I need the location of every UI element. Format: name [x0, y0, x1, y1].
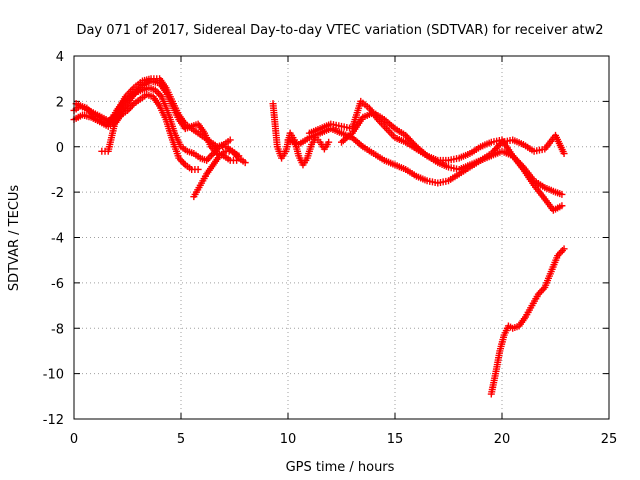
- data-point: [558, 247, 566, 255]
- data-point: [560, 245, 568, 253]
- x-tick-label: 25: [601, 432, 618, 447]
- chart-title: Day 071 of 2017, Sidereal Day-to-day VTE…: [76, 23, 603, 38]
- grid: [74, 56, 609, 419]
- series-track-3: [72, 75, 234, 151]
- data-point: [325, 138, 333, 146]
- x-tick-label: 10: [280, 432, 297, 447]
- data-point: [409, 140, 417, 148]
- y-tick-label: 2: [56, 95, 64, 110]
- x-tick-label: 5: [177, 432, 185, 447]
- data-point: [558, 190, 566, 198]
- y-tick-label: -10: [43, 368, 64, 383]
- data-point: [558, 202, 566, 210]
- series-track-4: [98, 91, 202, 173]
- data-point: [194, 165, 202, 173]
- y-tick-label: -12: [43, 413, 64, 428]
- y-tick-label: -6: [51, 277, 64, 292]
- series-track-7: [284, 125, 568, 187]
- y-tick-label: -4: [51, 232, 64, 247]
- plot-frame: [73, 55, 610, 420]
- x-tick-label: 20: [494, 432, 511, 447]
- y-tick-label: 0: [56, 141, 64, 156]
- y-tick-label: 4: [56, 50, 64, 65]
- y-axis-label: SDTVAR / TECUs: [7, 185, 22, 292]
- data-point: [560, 150, 568, 158]
- x-axis-label: GPS time / hours: [286, 460, 395, 475]
- data-point: [403, 133, 411, 141]
- data-point: [178, 157, 186, 165]
- data-point: [204, 155, 212, 163]
- data-point: [408, 138, 416, 146]
- y-tick-label: -8: [51, 322, 64, 337]
- series-track-5: [190, 147, 249, 201]
- data-point: [538, 287, 546, 295]
- x-tick-label: 0: [70, 432, 78, 447]
- data-point: [402, 131, 410, 139]
- series-track-9: [338, 109, 566, 214]
- data-points: [70, 75, 568, 398]
- x-tick-label: 15: [387, 432, 404, 447]
- data-point: [241, 159, 249, 167]
- data-point: [411, 141, 419, 149]
- y-tick-label: -2: [51, 186, 64, 201]
- data-point: [557, 248, 565, 256]
- data-point: [405, 135, 413, 143]
- series-track-10: [487, 245, 568, 398]
- data-point: [155, 89, 163, 97]
- data-point: [406, 136, 414, 144]
- data-point: [226, 136, 234, 144]
- data-point: [493, 143, 501, 151]
